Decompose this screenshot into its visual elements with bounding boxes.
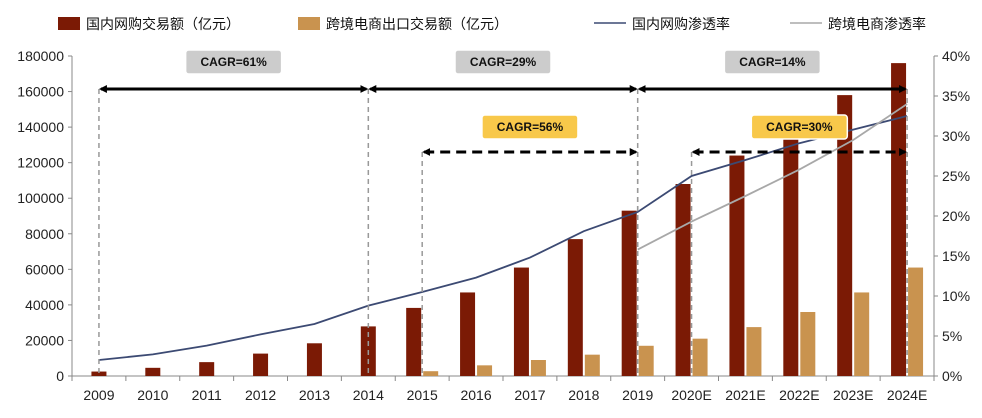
bar-crossborder — [908, 267, 924, 376]
legend-label-crossborder-bar: 跨境电商出口交易额（亿元） — [326, 16, 508, 33]
legend-swatch-crossborder-bar — [298, 17, 320, 30]
legend-label-domestic-line: 国内网购渗透率 — [632, 16, 730, 33]
bar-domestic — [406, 307, 422, 376]
bar-domestic — [199, 362, 215, 376]
x-tick-label: 2011 — [192, 387, 222, 403]
y-right-tick-label: 25% — [942, 168, 970, 184]
bar-crossborder — [477, 365, 493, 376]
y-left-tick-label: 60000 — [25, 261, 64, 277]
x-tick-label: 2010 — [137, 387, 168, 403]
legend-swatch-domestic-bar — [58, 17, 80, 30]
x-tick-label: 2009 — [83, 387, 114, 403]
y-right-tick-label: 10% — [942, 288, 970, 304]
cagr-badge — [481, 114, 579, 140]
x-tick-label: 2015 — [407, 387, 438, 403]
y-right-tick-label: 40% — [942, 48, 970, 64]
annotations: CAGR=61% CAGR=29% CAGR=14% CAGR=56% CAGR=30% — [98, 49, 908, 376]
bar-crossborder — [423, 371, 439, 376]
bar-crossborder — [854, 292, 870, 376]
bar-crossborder — [692, 338, 708, 376]
legend-label-domestic-bar: 国内网购交易额（亿元） — [86, 16, 240, 33]
cagr-badge-label: CAGR=29% — [470, 55, 537, 69]
y-right-tick-label: 35% — [942, 88, 970, 104]
bar-domestic — [91, 371, 107, 376]
y-right-tick-label: 0% — [942, 368, 962, 384]
cagr-badge-label: CAGR=14% — [739, 55, 806, 69]
y-right-tick-label: 20% — [942, 208, 970, 224]
bar-domestic — [675, 184, 691, 376]
bar-domestic — [513, 267, 529, 376]
bar-domestic — [460, 292, 476, 376]
cagr-badge-label: CAGR=61% — [200, 55, 267, 69]
y-right-tick-label: 15% — [942, 248, 970, 264]
x-tick-label: 2024E — [887, 387, 927, 403]
cagr-badge-label: CAGR=30% — [766, 120, 833, 134]
y-right-tick-label: 30% — [942, 128, 970, 144]
bar-crossborder — [638, 345, 654, 376]
bar-domestic — [253, 353, 269, 376]
x-tick-label: 2013 — [299, 387, 330, 403]
bar-domestic — [306, 343, 322, 376]
bar-domestic — [621, 210, 637, 376]
cagr-badge — [750, 114, 849, 140]
x-tick-label: 2019 — [622, 387, 653, 403]
bar-crossborder — [584, 354, 600, 376]
bar-domestic — [837, 95, 853, 376]
bar-domestic — [729, 155, 745, 376]
y-left-tick-label: 20000 — [25, 332, 64, 348]
bar-domestic — [783, 123, 799, 376]
bar-crossborder — [530, 360, 546, 376]
bars — [91, 63, 924, 376]
x-tick-label: 2022E — [779, 387, 819, 403]
axes: 0 20000 40000 60000 80000 100000 120000 140000 1… — [17, 48, 970, 403]
y-left-tick-label: 80000 — [25, 226, 64, 242]
legend: 国内网购交易额（亿元） 跨境电商出口交易额（亿元） 国内网购渗透率 跨境电商渗透… — [58, 16, 926, 33]
line-crossborder-penetration — [637, 103, 908, 251]
cagr-badge — [723, 49, 822, 75]
x-tick-label: 2020E — [671, 387, 711, 403]
y-left-tick-label: 0 — [56, 368, 64, 384]
x-tick-label: 2021E — [725, 387, 765, 403]
y-left-tick-label: 140000 — [17, 119, 64, 135]
legend-label-crossborder-line: 跨境电商渗透率 — [828, 16, 926, 33]
bar-domestic — [891, 63, 907, 376]
x-tick-label: 2014 — [353, 387, 384, 403]
cagr-badge — [184, 49, 283, 75]
y-right-tick-label: 5% — [942, 328, 962, 344]
x-tick-label: 2012 — [245, 387, 276, 403]
x-tick-label: 2023E — [833, 387, 873, 403]
y-left-tick-label: 160000 — [17, 84, 64, 100]
bar-domestic — [567, 239, 583, 376]
y-left-tick-label: 120000 — [17, 155, 64, 171]
x-tick-label: 2018 — [568, 387, 599, 403]
y-left-tick-label: 40000 — [25, 297, 64, 313]
bar-crossborder — [746, 327, 762, 376]
bar-crossborder — [800, 312, 816, 376]
x-tick-label: 2017 — [514, 387, 545, 403]
cagr-badge-label: CAGR=56% — [497, 120, 564, 134]
cagr-badge — [454, 49, 552, 75]
bar-domestic — [145, 367, 161, 376]
y-left-tick-label: 180000 — [17, 48, 64, 64]
y-left-tick-label: 100000 — [17, 190, 64, 206]
x-tick-label: 2016 — [460, 387, 491, 403]
